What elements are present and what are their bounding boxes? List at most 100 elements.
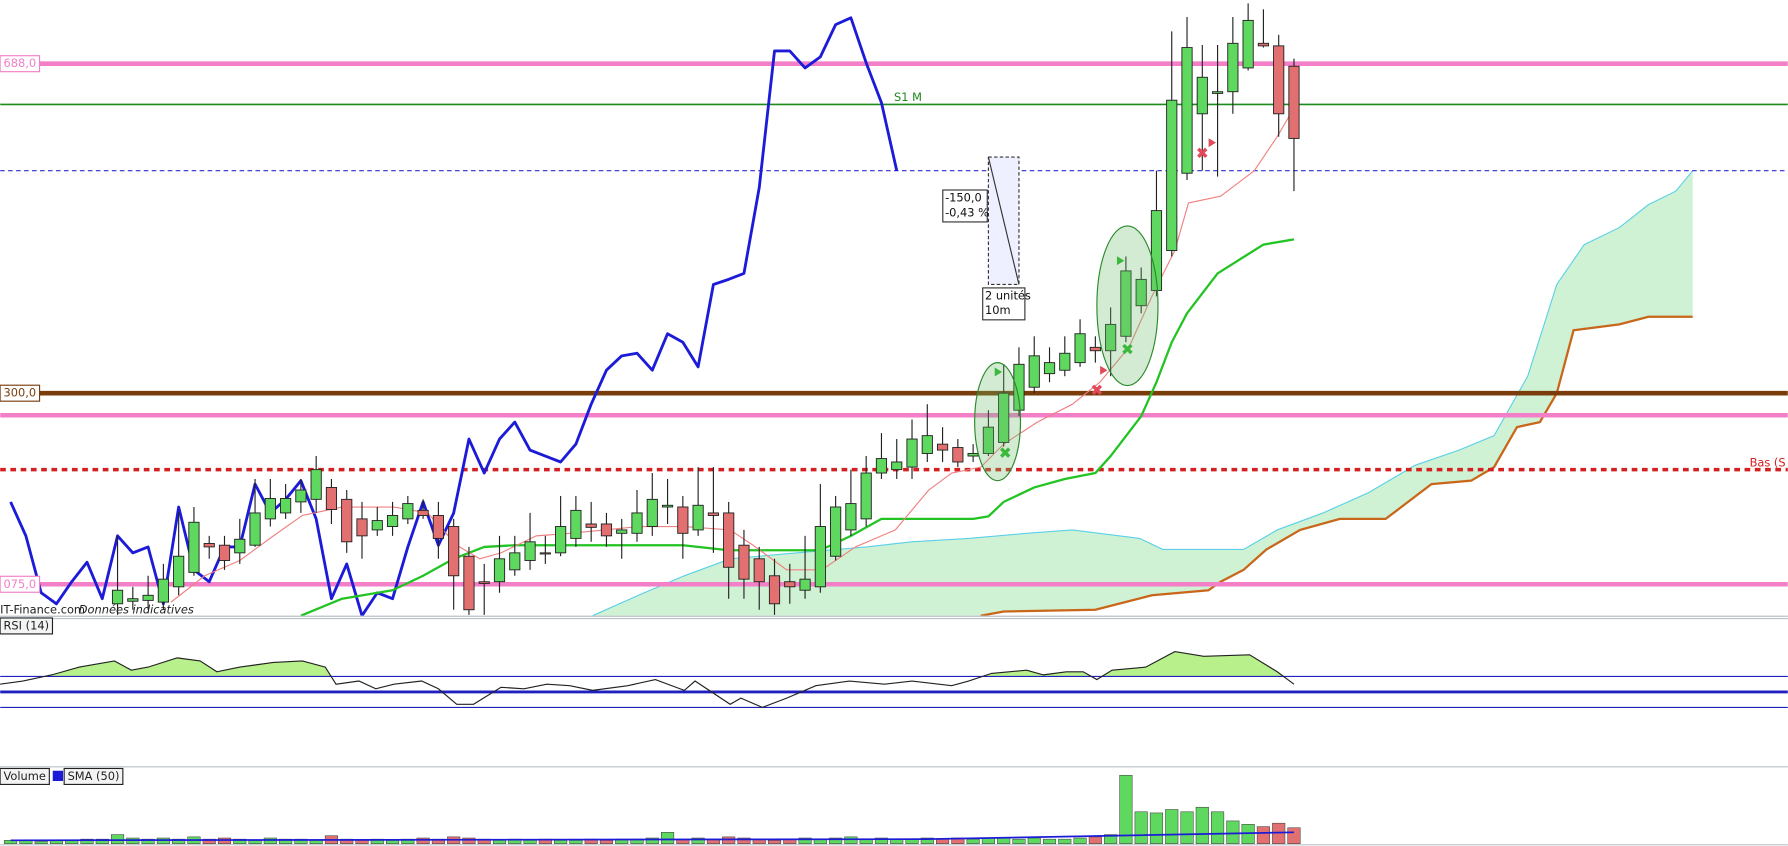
volume-bar	[492, 840, 507, 845]
candle-body	[524, 541, 536, 561]
candle-body	[509, 552, 521, 571]
volume-bar	[554, 840, 568, 845]
candle-body	[982, 426, 994, 454]
disclaimer: Données indicatives	[79, 602, 194, 616]
candle-body	[1211, 91, 1224, 94]
candle-body	[157, 578, 169, 603]
rsi-fill	[0, 651, 1294, 677]
candle-body	[356, 518, 368, 537]
candle-body	[1288, 65, 1300, 139]
volume-bar	[737, 837, 751, 845]
candle-body	[142, 594, 154, 601]
measure-percent: -0,43 %	[945, 205, 989, 219]
candle-body	[1028, 355, 1040, 388]
level-tag-box	[0, 55, 41, 73]
signal-cross	[1000, 447, 1011, 458]
candle-body	[661, 504, 674, 508]
signal-arrow	[1100, 365, 1108, 375]
volume-bar	[1180, 811, 1194, 845]
sma-legend: SMA (50)	[68, 769, 120, 783]
candle-body	[860, 472, 872, 520]
volume-bar	[936, 838, 950, 845]
level-tag-box	[0, 384, 41, 402]
volume-bar	[691, 837, 705, 845]
candle-body	[432, 515, 444, 539]
measure-units: 2 unités	[985, 288, 1031, 302]
level-note: S1 M	[894, 90, 922, 104]
volume-bar	[1149, 812, 1164, 845]
candle-body	[341, 498, 353, 543]
candle-body	[111, 589, 124, 605]
candle-body	[493, 558, 506, 583]
volume-bar	[386, 840, 400, 845]
candle-body	[570, 509, 582, 539]
volume-bar	[1165, 809, 1179, 845]
cloud-upper-line	[592, 170, 1694, 616]
candle-body	[1242, 19, 1254, 69]
price-pane	[0, 3, 1788, 616]
candle-body	[830, 506, 842, 557]
candle-body	[1059, 352, 1071, 371]
volume-bar	[309, 840, 323, 845]
volume-bar	[1058, 838, 1072, 845]
volume-bar	[1211, 811, 1225, 845]
labels: 688,0 S1 M 300,0 Bas (S 075,0 -150,0-0,43 % 2 …	[0, 55, 1786, 786]
volume-bar	[202, 838, 216, 845]
volume-bar	[1073, 837, 1087, 845]
candle-body	[921, 435, 933, 454]
candle-body	[814, 526, 826, 588]
candle-body	[616, 529, 628, 534]
candle-body	[1150, 210, 1163, 291]
candle-body	[891, 461, 903, 471]
measure-label-box	[942, 189, 988, 223]
volume-bar	[1027, 837, 1041, 845]
signal-cross	[1091, 384, 1103, 395]
candle-body	[1257, 42, 1269, 47]
candle-body	[768, 575, 781, 605]
candle-body	[738, 544, 750, 580]
candle-body	[600, 523, 613, 537]
volume-title-box	[0, 767, 50, 786]
volume-bar	[416, 837, 430, 845]
candle-body	[478, 581, 490, 584]
candle-body	[1043, 362, 1056, 375]
volume-bar	[920, 837, 934, 845]
candle-body	[646, 498, 658, 527]
candle-body	[234, 538, 246, 554]
signal-zone	[1096, 225, 1159, 387]
volume-bar	[569, 840, 583, 845]
sma-swatch	[52, 770, 64, 782]
candle-body	[295, 489, 307, 503]
volume-bar	[1134, 811, 1148, 845]
candle-body	[1227, 42, 1239, 93]
volume-bar	[1012, 838, 1026, 845]
rsi-line	[0, 651, 1295, 708]
candle-body	[906, 438, 918, 468]
volume-bar	[874, 837, 889, 845]
candle-body	[998, 392, 1010, 443]
volume-bar	[172, 838, 186, 845]
candle-body	[631, 512, 643, 534]
candle-body	[249, 512, 261, 546]
candle-body	[692, 504, 704, 531]
candle-body	[936, 443, 949, 451]
volume-bar	[767, 840, 782, 845]
volume-bar	[997, 837, 1011, 845]
volume-bar	[1226, 820, 1240, 845]
candle-body	[845, 503, 857, 531]
volume-bar	[141, 838, 155, 845]
signal-arrow	[994, 367, 1003, 377]
volume-bar	[966, 838, 980, 845]
signal-zone	[974, 362, 1022, 482]
measure-duration: 10m	[985, 303, 1011, 317]
volume-bar	[661, 832, 675, 845]
cloud-fill	[592, 170, 1693, 616]
rsi-title: RSI (14)	[4, 618, 50, 632]
candle-body	[967, 453, 979, 457]
candle-body	[127, 598, 139, 602]
candle-body	[188, 521, 200, 573]
candle-body	[280, 498, 292, 514]
candle-body	[875, 458, 888, 474]
signal-arrow	[1116, 256, 1125, 266]
